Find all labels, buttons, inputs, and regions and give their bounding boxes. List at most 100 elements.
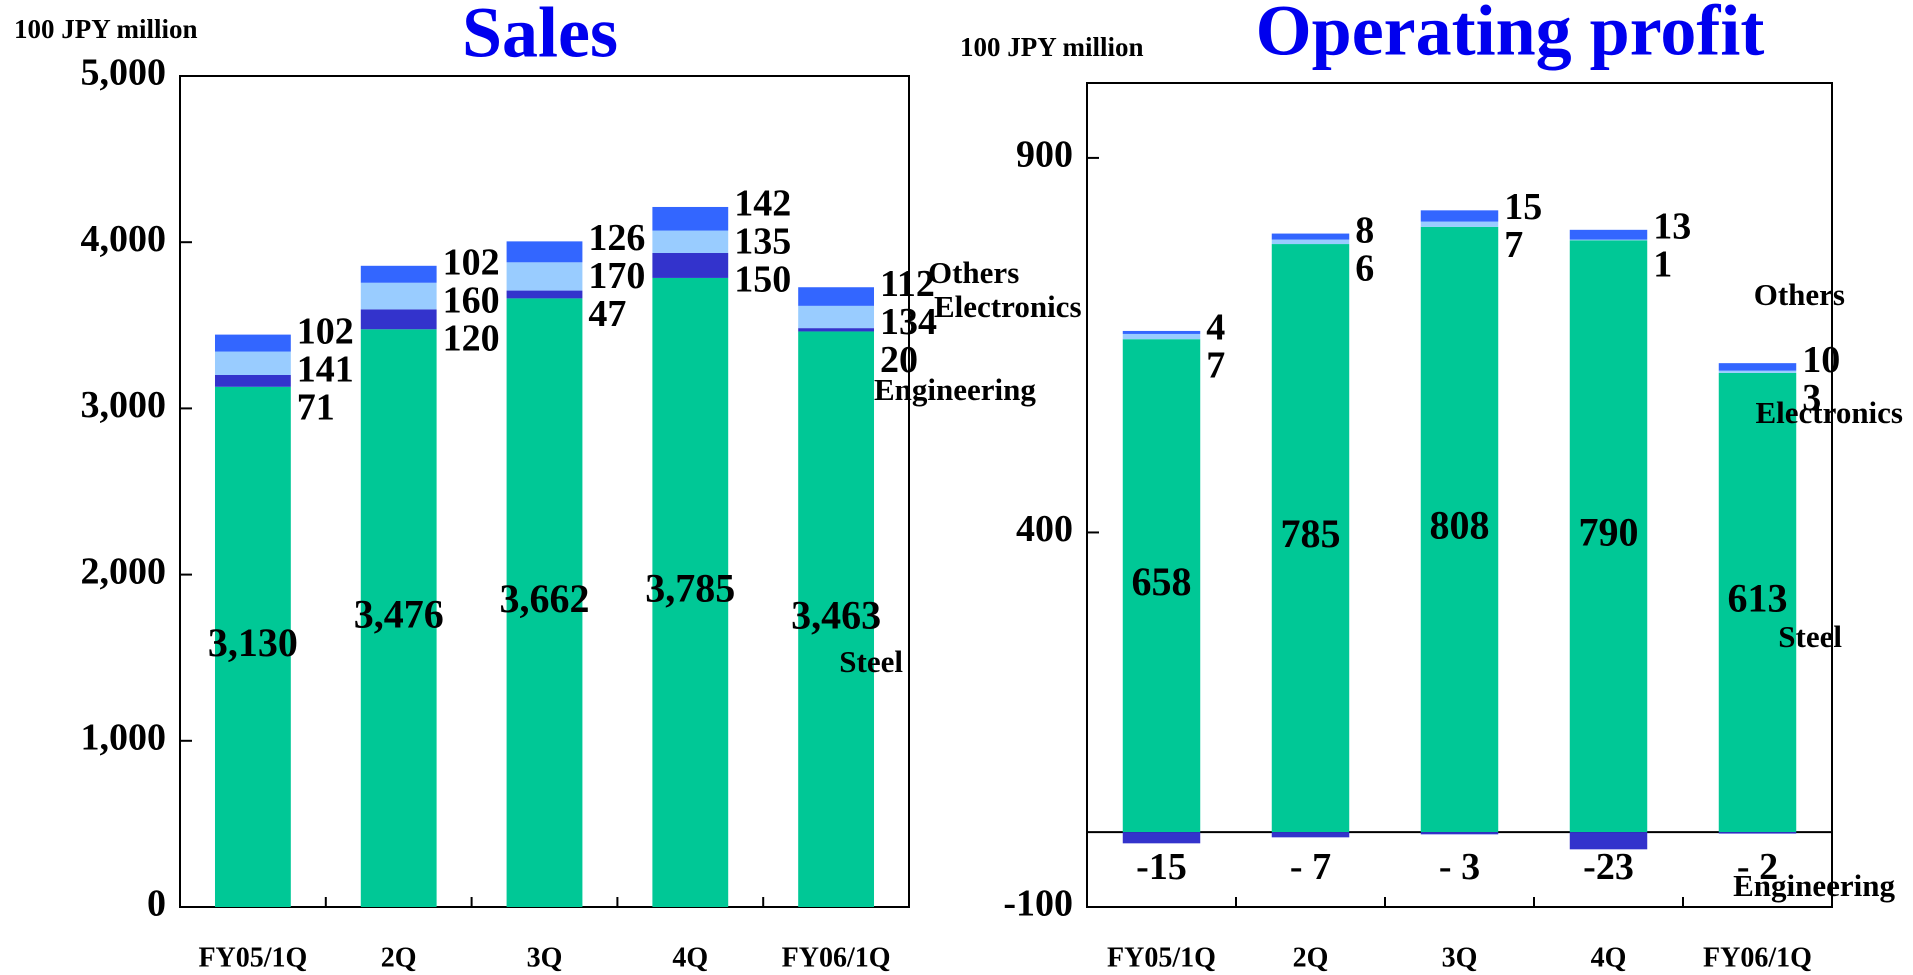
- y-tick-label: -100: [1003, 883, 1073, 925]
- bar-segment: [214, 334, 291, 352]
- x-tick-label: FY05/1Q: [1107, 942, 1216, 973]
- bar-segment: [1569, 239, 1648, 241]
- data-label: 141: [297, 348, 354, 390]
- data-label: 4: [1206, 307, 1225, 349]
- x-tick-label: 2Q: [1293, 942, 1329, 973]
- y-tick-label: 0: [147, 883, 166, 925]
- data-label: 3,476: [354, 591, 444, 636]
- series-label: Electronics: [934, 289, 1082, 324]
- bar-segment: [1569, 832, 1648, 850]
- bar-segment: [360, 309, 437, 330]
- bar-segment: [1718, 363, 1797, 371]
- data-label: 120: [443, 318, 500, 360]
- data-label: 150: [734, 259, 791, 301]
- series-label: Electronics: [1755, 395, 1903, 430]
- data-label: 47: [588, 293, 626, 335]
- bar-segment: [1718, 370, 1797, 373]
- data-label: 3,662: [500, 576, 590, 621]
- bar-segment: [506, 262, 583, 291]
- bar-segment: [1271, 244, 1350, 833]
- y-tick-label: 2,000: [81, 550, 167, 592]
- bar-segment: [360, 329, 437, 907]
- data-label: 3,463: [791, 592, 881, 637]
- data-label: 134: [880, 301, 937, 343]
- bar-segment: [652, 206, 729, 231]
- bar-segment: [1122, 339, 1201, 833]
- unit-label: 100 JPY million: [14, 14, 198, 44]
- bar-segment: [798, 331, 875, 907]
- data-label: 8: [1355, 209, 1374, 251]
- data-label: 170: [588, 255, 645, 297]
- y-tick-label: 400: [1016, 508, 1073, 550]
- data-label: 790: [1579, 509, 1639, 554]
- data-label: -15: [1136, 846, 1187, 888]
- series-label: Others: [928, 255, 1019, 290]
- bar-segment: [506, 290, 583, 299]
- series-label: Engineering: [1733, 868, 1895, 903]
- y-tick-label: 5,000: [81, 52, 167, 94]
- x-tick-label: 3Q: [1442, 942, 1478, 973]
- chart-title: Operating profit: [1256, 0, 1765, 71]
- bar-segment: [360, 282, 437, 310]
- data-label: 112: [880, 263, 935, 305]
- data-label: 658: [1132, 559, 1192, 604]
- bar-segment: [214, 351, 291, 375]
- x-tick-label: 2Q: [381, 942, 417, 973]
- x-tick-label: 4Q: [672, 942, 708, 973]
- y-tick-label: 1,000: [81, 717, 167, 759]
- data-label: 126: [588, 217, 645, 259]
- data-label: - 2: [1737, 846, 1778, 888]
- bar-segment: [214, 374, 291, 387]
- bar-segment: [360, 265, 437, 283]
- data-label: 3: [1802, 377, 1821, 419]
- bar-segment: [1718, 372, 1797, 833]
- bar-segment: [506, 298, 583, 907]
- data-label: 7: [1206, 345, 1225, 387]
- data-label: 142: [734, 183, 791, 225]
- bar-segment: [798, 287, 875, 306]
- y-tick-label: 4,000: [81, 218, 167, 260]
- data-label: 13: [1653, 206, 1691, 248]
- bar-segment: [1569, 240, 1648, 833]
- data-label: 613: [1728, 576, 1788, 621]
- x-tick-label: 3Q: [527, 942, 563, 973]
- data-label: 3,785: [645, 566, 735, 611]
- series-label: Steel: [1778, 619, 1842, 654]
- data-label: - 3: [1439, 846, 1480, 888]
- data-label: 7: [1504, 224, 1523, 266]
- data-label: 10: [1802, 339, 1840, 381]
- data-label: 3,130: [208, 620, 298, 665]
- bar-segment: [652, 230, 729, 254]
- bar-segment: [798, 328, 875, 332]
- bar-segment: [1122, 832, 1201, 844]
- bar-segment: [652, 277, 729, 908]
- x-tick-label: 4Q: [1591, 942, 1627, 973]
- bar-segment: [1420, 226, 1499, 833]
- unit-label: 100 JPY million: [960, 32, 1144, 62]
- data-label: 6: [1355, 247, 1374, 289]
- bar-segment: [506, 241, 583, 263]
- x-tick-label: FY05/1Q: [198, 942, 307, 973]
- series-label: Engineering: [874, 372, 1036, 407]
- data-label: 71: [297, 386, 335, 428]
- bar-segment: [214, 386, 291, 907]
- plot-frame: [1086, 82, 1833, 908]
- bar-segment: [1420, 210, 1499, 222]
- bar-segment: [1420, 832, 1499, 835]
- bar-segment: [652, 253, 729, 278]
- x-tick-label: FY06/1Q: [782, 942, 891, 973]
- x-tick-label: FY06/1Q: [1703, 942, 1812, 973]
- data-label: -23: [1583, 846, 1634, 888]
- data-label: - 7: [1290, 846, 1331, 888]
- data-label: 808: [1430, 503, 1490, 548]
- data-label: 20: [880, 339, 918, 381]
- data-label: 102: [297, 310, 354, 352]
- bar-segment: [1718, 832, 1797, 834]
- data-label: 102: [443, 242, 500, 284]
- chart-title: Sales: [462, 0, 618, 73]
- series-label: Others: [1754, 277, 1845, 312]
- bar-segment: [798, 305, 875, 329]
- bar-segment: [1271, 233, 1350, 240]
- bar-segment: [1420, 221, 1499, 227]
